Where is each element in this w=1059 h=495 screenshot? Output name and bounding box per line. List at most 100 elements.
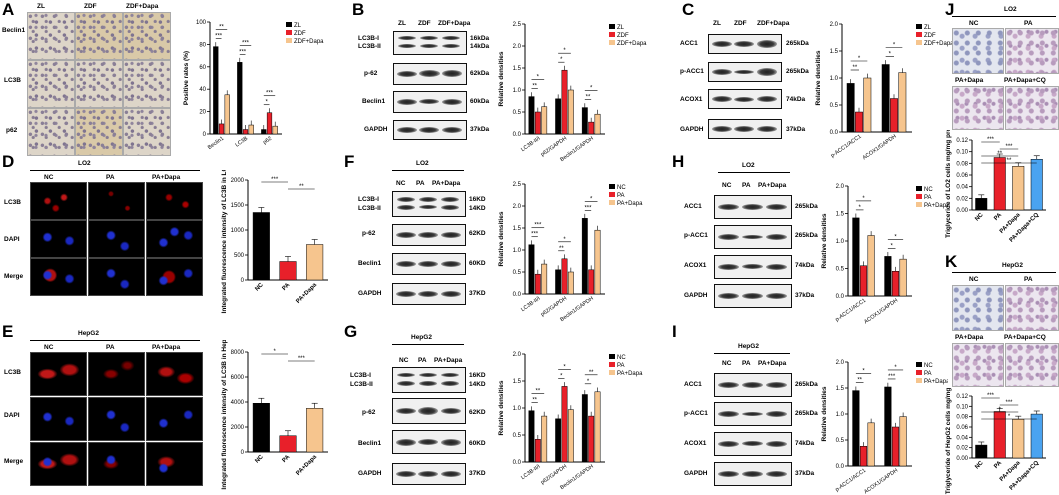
band-label: GAPDH <box>358 290 382 297</box>
y-axis-label: Relative densities <box>815 50 822 105</box>
y-tick-label: 0.00 <box>956 208 968 214</box>
row-label: LC3B <box>4 77 21 84</box>
legend-label: NC <box>617 355 626 361</box>
bar <box>261 129 267 135</box>
bar <box>581 394 588 463</box>
oil-red-stain-image <box>1005 86 1059 130</box>
bar <box>279 435 297 453</box>
bar <box>881 64 890 133</box>
bar <box>884 386 892 467</box>
significance-mark: ** <box>1007 158 1012 164</box>
significance-mark: *** <box>888 374 896 380</box>
band-label: LC3B-II <box>358 43 381 50</box>
panel-label-b: B <box>352 0 365 19</box>
legend-label: ZDF+Dapa <box>617 41 647 47</box>
group-label: ZL <box>37 3 45 10</box>
legend-swatch <box>916 194 922 199</box>
y-tick-label: 0.5 <box>836 267 845 273</box>
bar <box>561 69 568 135</box>
kda-label: 60kDa <box>470 98 490 105</box>
y-tick-label: 20 <box>199 110 206 116</box>
tile-label: PA+Dapa <box>955 77 984 84</box>
western-blot <box>392 463 466 485</box>
x-tick-label: PA <box>282 454 292 464</box>
fluorescence-image <box>88 442 145 486</box>
bar <box>567 89 574 135</box>
y-tick-label: 1.0 <box>836 239 845 245</box>
ihc-image <box>27 108 75 156</box>
y-tick-label: 1000 <box>231 228 245 234</box>
row-label: DAPI <box>4 412 20 419</box>
bar <box>594 229 601 295</box>
y-tick-label: 0.06 <box>956 425 968 431</box>
band-label: ACOX1 <box>684 440 707 447</box>
kda-label: 14KD <box>469 381 486 388</box>
panel-label-f: F <box>344 152 355 171</box>
band-label: ACC1 <box>680 40 698 47</box>
significance-mark: *** <box>1005 144 1013 150</box>
y-tick-label: 2.0 <box>513 44 522 50</box>
y-tick-label: 2000 <box>231 425 245 431</box>
y-tick-label: 1.0 <box>513 406 522 412</box>
western-blot <box>714 255 792 279</box>
legend-label: PA <box>924 195 932 201</box>
y-tick-label: 0.5 <box>836 438 845 444</box>
y-axis-label: Relative densities <box>498 380 505 435</box>
x-tick-label: LC3B-II/I <box>520 463 542 481</box>
ihc-image <box>123 12 171 60</box>
tile-label: PA+Dapa <box>955 334 984 341</box>
y-tick-label: 8000 <box>231 350 245 356</box>
significance-mark: ** <box>852 65 857 71</box>
bar <box>528 410 535 463</box>
fluorescence-image <box>88 397 145 441</box>
x-tick-label: p-ACC1/ACC1 <box>830 134 863 159</box>
bar <box>242 129 249 135</box>
bar <box>852 217 860 297</box>
y-tick-label: 0.5 <box>830 103 839 109</box>
significance-mark: ** <box>559 246 564 252</box>
bar <box>534 273 541 295</box>
y-tick-label: 1.5 <box>836 212 845 218</box>
y-tick-label: 0.10 <box>956 150 968 156</box>
band-label: GAPDH <box>680 126 704 133</box>
significance-mark: * <box>894 234 897 240</box>
legend-label: ZDF <box>924 33 936 39</box>
significance-mark: * <box>889 52 892 58</box>
western-blot <box>714 284 792 308</box>
western-blot <box>393 31 467 55</box>
significance-mark: * <box>894 365 897 371</box>
kda-label: 74kDa <box>786 96 806 103</box>
bar <box>561 386 568 463</box>
ihc-image <box>75 60 123 108</box>
bar <box>266 112 273 135</box>
row-label: LC3B <box>4 369 21 376</box>
kda-label: 74kDa <box>795 262 815 269</box>
kda-label: 62kDa <box>470 70 490 77</box>
western-blot <box>714 195 792 219</box>
y-tick-label: 0.00 <box>956 456 968 462</box>
legend-swatch <box>609 32 615 37</box>
bar <box>1030 413 1043 459</box>
bar <box>891 271 900 297</box>
fluorescence-image <box>146 182 203 220</box>
kda-label: 74kDa <box>795 440 815 447</box>
ihc-image <box>75 12 123 60</box>
bar <box>891 426 900 467</box>
band-label: GAPDH <box>358 470 382 477</box>
x-tick-label: LC3B-II/I <box>520 295 542 313</box>
divider <box>30 340 200 341</box>
legend-label: PA+Dapa <box>617 201 643 207</box>
western-blot <box>714 402 792 426</box>
significance-mark: *** <box>239 49 247 55</box>
tile-label: NC <box>969 276 979 283</box>
band-label: LC3B-I <box>358 35 379 42</box>
bar <box>555 418 562 463</box>
significance-mark: * <box>590 86 593 92</box>
row-label: DAPI <box>4 236 20 243</box>
y-tick-label: 0.0 <box>836 464 845 470</box>
bar <box>863 77 872 133</box>
x-tick-label: PA <box>282 282 292 292</box>
x-tick-label: PA+Dapa <box>295 282 318 305</box>
